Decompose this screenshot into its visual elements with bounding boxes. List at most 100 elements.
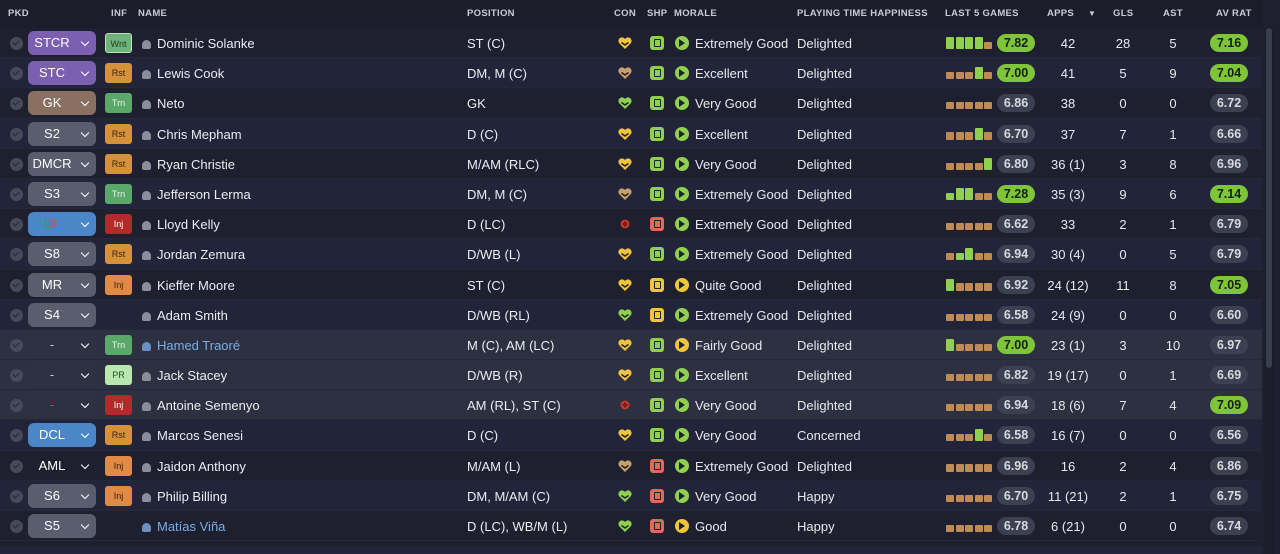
table-row[interactable]: GK Trn Neto GK Very Good Delighted 6.86 38 0 0 6.7… bbox=[0, 88, 1262, 119]
inf-badge[interactable]: Trn bbox=[105, 93, 132, 114]
table-row[interactable]: STC Rst Lewis Cook DM, M (C) Excellent Deligh… bbox=[0, 58, 1262, 89]
col-apps[interactable]: APPS bbox=[1047, 8, 1075, 19]
player-name[interactable]: Philip Billing bbox=[142, 489, 227, 504]
position-dropdown[interactable]: DMCR bbox=[28, 151, 96, 176]
position-dropdown[interactable]: S4 bbox=[28, 302, 96, 327]
table-row[interactable]: STCR Wnt Dominic Solanke ST (C) Extremely Go… bbox=[0, 28, 1262, 59]
player-name[interactable]: Jack Stacey bbox=[142, 368, 227, 383]
inf-badge[interactable]: PR bbox=[105, 365, 132, 386]
pick-checkbox[interactable] bbox=[10, 278, 23, 292]
table-row[interactable]: MR Inj Kieffer Moore ST (C) Quite Good Deligh… bbox=[0, 269, 1262, 300]
pick-checkbox[interactable] bbox=[10, 429, 23, 443]
position-dropdown[interactable]: S2 bbox=[28, 121, 96, 146]
inf-badge[interactable]: Wnt bbox=[105, 33, 132, 53]
col-morale[interactable]: MORALE bbox=[674, 8, 717, 19]
table-row[interactable]: S5 Matías Viña D (LC), WB/M (L) Good Happy 6.… bbox=[0, 511, 1262, 542]
pick-checkbox[interactable] bbox=[10, 308, 23, 322]
table-row[interactable]: DL Inj Lloyd Kelly D (LC) Extremely Good Deli… bbox=[0, 209, 1262, 240]
player-name[interactable]: Jefferson Lerma bbox=[142, 187, 251, 202]
position-dropdown[interactable]: MR bbox=[28, 272, 96, 297]
position-dropdown[interactable]: AML bbox=[28, 454, 96, 478]
pick-checkbox[interactable] bbox=[10, 489, 23, 503]
pick-checkbox[interactable] bbox=[10, 67, 23, 81]
table-row[interactable]: DMCR Rst Ryan Christie M/AM (RLC) Very Good D… bbox=[0, 148, 1262, 179]
position-dropdown[interactable]: - bbox=[28, 363, 96, 388]
inf-badge[interactable]: Rst bbox=[105, 63, 132, 84]
player-name[interactable]: Dominic Solanke bbox=[142, 36, 255, 51]
table-row[interactable]: S6 Inj Philip Billing DM, M/AM (C) Very Good… bbox=[0, 480, 1262, 511]
col-last-5-games[interactable]: LAST 5 GAMES bbox=[945, 8, 1019, 19]
player-name[interactable]: Neto bbox=[142, 96, 184, 111]
table-row[interactable]: S8 Rst Jordan Zemura D/WB (L) Extremely Good… bbox=[0, 239, 1262, 270]
player-name[interactable]: Kieffer Moore bbox=[142, 278, 235, 293]
pick-checkbox[interactable] bbox=[10, 127, 23, 141]
table-row[interactable]: DCL Rst Marcos Senesi D (C) Very Good Concern… bbox=[0, 420, 1262, 451]
col-con[interactable]: CON bbox=[614, 8, 637, 19]
table-row[interactable]: S3 Trn Jefferson Lerma DM, M (C) Extremely G… bbox=[0, 178, 1262, 210]
pick-checkbox[interactable] bbox=[10, 520, 23, 533]
col-shp[interactable]: SHP bbox=[647, 8, 668, 19]
inf-badge[interactable]: Inj bbox=[105, 274, 132, 295]
inf-badge[interactable]: Rst bbox=[105, 425, 132, 446]
position-dropdown[interactable]: S3 bbox=[28, 181, 96, 206]
pick-checkbox[interactable] bbox=[10, 37, 23, 50]
player-name[interactable]: Adam Smith bbox=[142, 308, 228, 323]
inf-badge[interactable]: Inj bbox=[105, 455, 132, 476]
player-name[interactable]: Jordan Zemura bbox=[142, 247, 245, 262]
pick-checkbox[interactable] bbox=[10, 338, 23, 352]
table-row[interactable]: S4 Adam Smith D/WB (RL) Extremely Good Delig… bbox=[0, 299, 1262, 330]
pick-checkbox[interactable] bbox=[10, 459, 23, 473]
player-name[interactable]: Marcos Senesi bbox=[142, 428, 243, 443]
position-dropdown[interactable]: STCR bbox=[28, 31, 96, 55]
position-dropdown[interactable]: GK bbox=[28, 91, 96, 116]
player-name[interactable]: Jaidon Anthony bbox=[142, 459, 246, 474]
position-dropdown[interactable]: - bbox=[28, 332, 96, 357]
col-av-rat[interactable]: AV RAT bbox=[1216, 8, 1252, 19]
player-name[interactable]: Hamed Traoré bbox=[142, 338, 240, 353]
table-row[interactable]: - Inj Antoine Semenyo AM (RL), ST (C) Very G… bbox=[0, 390, 1262, 421]
player-name[interactable]: Antoine Semenyo bbox=[142, 398, 260, 413]
position-dropdown[interactable]: S6 bbox=[28, 483, 96, 508]
inf-badge[interactable]: Trn bbox=[105, 183, 132, 204]
inf-badge[interactable]: Inj bbox=[105, 485, 132, 506]
pick-checkbox[interactable] bbox=[10, 157, 23, 171]
table-row[interactable]: S2 Rst Chris Mepham D (C) Excellent Delighted… bbox=[0, 118, 1262, 149]
vertical-scrollbar[interactable] bbox=[1264, 28, 1274, 554]
sort-desc-icon[interactable]: ▼ bbox=[1088, 9, 1097, 18]
col-ast[interactable]: AST bbox=[1163, 8, 1183, 19]
inf-badge[interactable]: Inj bbox=[105, 214, 132, 235]
inf-badge[interactable]: Trn bbox=[105, 334, 132, 355]
col-playing-time-happiness[interactable]: PLAYING TIME HAPPINESS bbox=[797, 8, 928, 19]
col-name[interactable]: NAME bbox=[138, 8, 168, 19]
position-dropdown[interactable]: DCL bbox=[28, 423, 96, 448]
inf-badge[interactable]: Inj bbox=[105, 395, 132, 416]
form-bar bbox=[946, 278, 954, 291]
inf-badge[interactable]: Rst bbox=[105, 244, 132, 265]
pick-checkbox[interactable] bbox=[10, 187, 23, 201]
table-row[interactable]: - PR Jack Stacey D/WB (R) Excellent Delighted… bbox=[0, 360, 1262, 391]
col-inf[interactable]: INF bbox=[111, 8, 128, 19]
scrollbar-thumb[interactable] bbox=[1266, 28, 1272, 368]
inf-badge[interactable]: Rst bbox=[105, 123, 132, 144]
player-name[interactable]: Chris Mepham bbox=[142, 127, 242, 142]
table-row[interactable]: - Trn Hamed Traoré M (C), AM (LC) Fairly Goo… bbox=[0, 329, 1262, 361]
player-name[interactable]: Matías Viña bbox=[142, 519, 225, 534]
player-name[interactable]: Lewis Cook bbox=[142, 66, 224, 81]
table-row[interactable]: AML Inj Jaidon Anthony M/AM (L) Extremely Go… bbox=[0, 450, 1262, 481]
col-gls[interactable]: GLS bbox=[1113, 8, 1134, 19]
player-name[interactable]: Lloyd Kelly bbox=[142, 217, 220, 232]
position-dropdown[interactable]: S5 bbox=[28, 514, 96, 538]
position-dropdown[interactable]: - bbox=[28, 393, 96, 418]
pick-checkbox[interactable] bbox=[10, 97, 23, 111]
position-dropdown[interactable]: STC bbox=[28, 61, 96, 86]
player-name[interactable]: Ryan Christie bbox=[142, 157, 235, 172]
pick-checkbox[interactable] bbox=[10, 248, 23, 262]
pick-checkbox[interactable] bbox=[10, 369, 23, 383]
pick-checkbox[interactable] bbox=[10, 399, 23, 413]
position-dropdown[interactable]: DL bbox=[28, 212, 96, 237]
col-position[interactable]: POSITION bbox=[467, 8, 515, 19]
pick-checkbox[interactable] bbox=[10, 218, 23, 232]
inf-badge[interactable]: Rst bbox=[105, 153, 132, 174]
position-dropdown[interactable]: S8 bbox=[28, 242, 96, 267]
col-pkd[interactable]: PKD bbox=[8, 8, 29, 19]
